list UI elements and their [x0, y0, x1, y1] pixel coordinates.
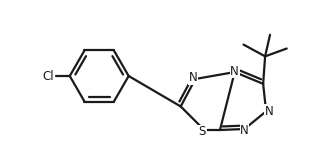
Text: N: N — [189, 71, 198, 85]
Text: Cl: Cl — [42, 69, 54, 83]
Text: S: S — [198, 125, 206, 138]
Text: N: N — [265, 105, 274, 118]
Text: N: N — [240, 124, 249, 137]
Text: N: N — [230, 65, 239, 78]
